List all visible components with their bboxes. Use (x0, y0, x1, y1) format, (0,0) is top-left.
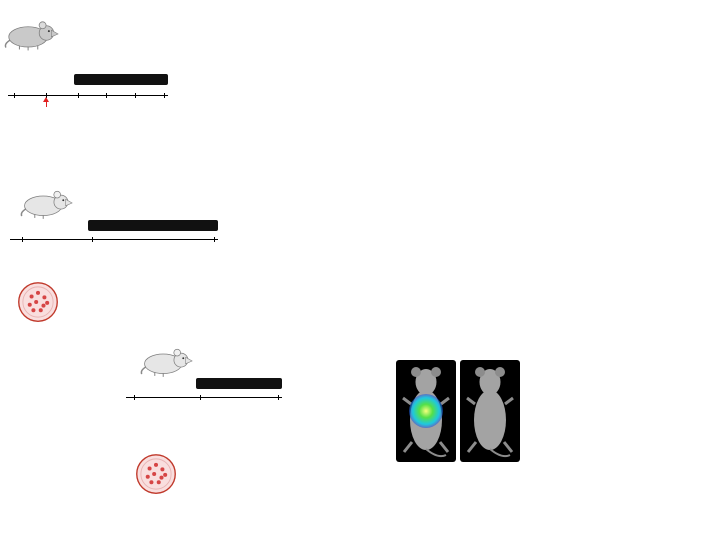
chart-d (462, 2, 586, 174)
timeline (10, 239, 218, 240)
chart-h (2, 336, 114, 532)
panel-g (470, 176, 702, 332)
mouse-icon (4, 21, 59, 51)
panel-j (292, 334, 524, 534)
rx-treatment-bar (88, 220, 218, 231)
panel-k (524, 334, 702, 534)
panel-c (358, 2, 460, 176)
chart-g (472, 178, 700, 330)
timeline (8, 95, 168, 96)
rx-treatment-bar (196, 378, 282, 389)
panel-d (460, 2, 702, 176)
chart-b (178, 2, 358, 174)
tam-arrow (43, 97, 49, 102)
rx-treatment-bar (74, 74, 168, 85)
chart-f (234, 178, 468, 330)
timeline (126, 397, 282, 398)
mouse-image-upar-cart (460, 360, 520, 462)
luminescence-glow (409, 394, 443, 428)
mouse-icon (20, 190, 73, 219)
panel-h (2, 334, 116, 534)
panel-a (2, 2, 174, 176)
panel-b (176, 2, 358, 176)
chart-j (292, 342, 396, 532)
cell-dish-icon (18, 282, 58, 322)
cell-dish-icon (136, 454, 176, 494)
panel-i (118, 334, 292, 534)
mouse-silhouette (466, 367, 514, 458)
chart-k (526, 336, 702, 532)
mouse-image-saline (396, 360, 456, 462)
panel-e (2, 178, 230, 332)
panel-f (232, 176, 470, 332)
mouse-icon (140, 348, 193, 377)
chart-c (360, 2, 460, 174)
